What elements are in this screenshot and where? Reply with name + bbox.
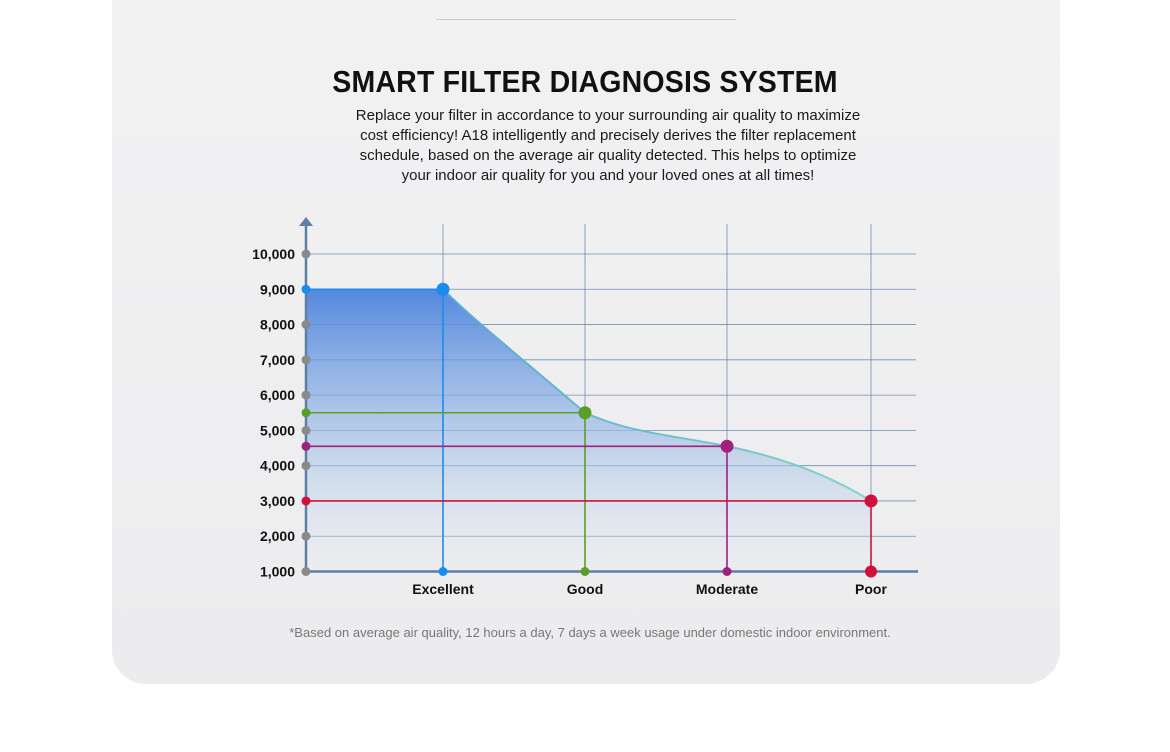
x-category-label: Excellent xyxy=(412,581,474,597)
y-tick-dot xyxy=(301,355,311,365)
y-tick-label: 6,000 xyxy=(260,387,295,403)
x-axis-dot-excellent xyxy=(438,567,448,576)
y-value-dot-moderate xyxy=(301,441,311,451)
description-line-3: schedule, based on the average air quali… xyxy=(359,147,857,164)
y-tick-dot xyxy=(301,461,311,471)
y-axis-arrow xyxy=(299,217,313,226)
y-tick-label: 5,000 xyxy=(260,422,295,438)
description-line-1: Replace your filter in accordance to you… xyxy=(355,107,861,124)
x-axis-dot-good xyxy=(580,567,590,576)
description-line-4: your indoor air quality for you and your… xyxy=(401,167,815,184)
x-category-label: Good xyxy=(567,581,604,597)
x-category-label: Moderate xyxy=(696,581,758,597)
y-tick-dot xyxy=(301,531,311,541)
y-tick-label: 1,000 xyxy=(260,564,295,580)
description-line-2: cost efficiency! A18 intelligently and p… xyxy=(360,127,856,144)
footnote: *Based on average air quality, 12 hours … xyxy=(289,625,891,640)
y-tick-label: 3,000 xyxy=(260,493,295,509)
y-tick-dot xyxy=(301,249,311,259)
y-tick-label: 4,000 xyxy=(260,458,295,474)
y-tick-dot xyxy=(301,390,311,400)
y-tick-label: 7,000 xyxy=(260,352,295,368)
page-title: SMART FILTER DIAGNOSIS SYSTEM xyxy=(332,64,838,99)
description: Replace your filter in accordance to you… xyxy=(330,106,886,186)
y-value-dot-good xyxy=(301,408,311,418)
y-tick-dot xyxy=(301,496,311,506)
data-point-poor xyxy=(864,494,878,508)
decay-curve xyxy=(442,288,872,502)
x-axis-dot-moderate xyxy=(722,567,732,576)
top-divider xyxy=(436,19,736,20)
y-tick-dot xyxy=(301,425,311,435)
data-point-excellent xyxy=(436,282,450,296)
data-point-good xyxy=(578,406,592,420)
data-points xyxy=(436,282,878,578)
y-tick-dots xyxy=(301,249,311,576)
y-tick-label: 10,000 xyxy=(252,246,295,262)
x-category-label: Poor xyxy=(855,581,887,597)
x-axis-dot-poor xyxy=(865,565,877,578)
y-tick-dot xyxy=(301,284,311,294)
axis-labels: 1,000 2,000 3,000 4,000 5,000 6,000 7,000 8,000… xyxy=(252,246,887,597)
data-point-moderate xyxy=(720,439,734,453)
y-tick-label: 9,000 xyxy=(260,281,295,297)
y-tick-label: 2,000 xyxy=(260,528,295,544)
guide-lines xyxy=(306,288,872,572)
y-tick-dot xyxy=(301,320,311,330)
y-tick-dot xyxy=(301,567,311,576)
y-tick-label: 8,000 xyxy=(260,317,295,333)
